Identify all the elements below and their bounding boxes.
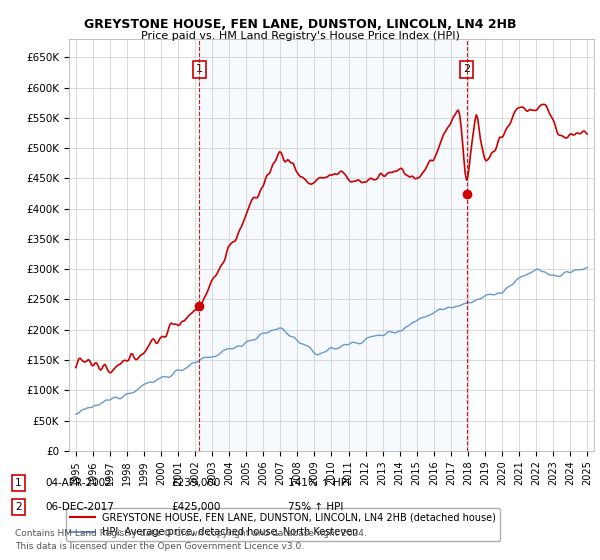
Text: 1: 1 xyxy=(196,64,203,74)
Text: GREYSTONE HOUSE, FEN LANE, DUNSTON, LINCOLN, LN4 2HB: GREYSTONE HOUSE, FEN LANE, DUNSTON, LINC… xyxy=(84,18,516,31)
Text: 06-DEC-2017: 06-DEC-2017 xyxy=(45,502,114,512)
Legend: GREYSTONE HOUSE, FEN LANE, DUNSTON, LINCOLN, LN4 2HB (detached house), HPI: Aver: GREYSTONE HOUSE, FEN LANE, DUNSTON, LINC… xyxy=(67,508,500,541)
Text: 141% ↑ HPI: 141% ↑ HPI xyxy=(288,478,350,488)
Text: Contains HM Land Registry data © Crown copyright and database right 2024.
This d: Contains HM Land Registry data © Crown c… xyxy=(15,529,367,550)
Text: 04-APR-2002: 04-APR-2002 xyxy=(45,478,112,488)
Text: 1: 1 xyxy=(15,478,22,488)
Text: £425,000: £425,000 xyxy=(171,502,220,512)
Text: Price paid vs. HM Land Registry's House Price Index (HPI): Price paid vs. HM Land Registry's House … xyxy=(140,31,460,41)
Text: 2: 2 xyxy=(463,64,470,74)
Text: 75% ↑ HPI: 75% ↑ HPI xyxy=(288,502,343,512)
Text: £239,000: £239,000 xyxy=(171,478,220,488)
Text: 2: 2 xyxy=(15,502,22,512)
Bar xyxy=(199,39,466,451)
